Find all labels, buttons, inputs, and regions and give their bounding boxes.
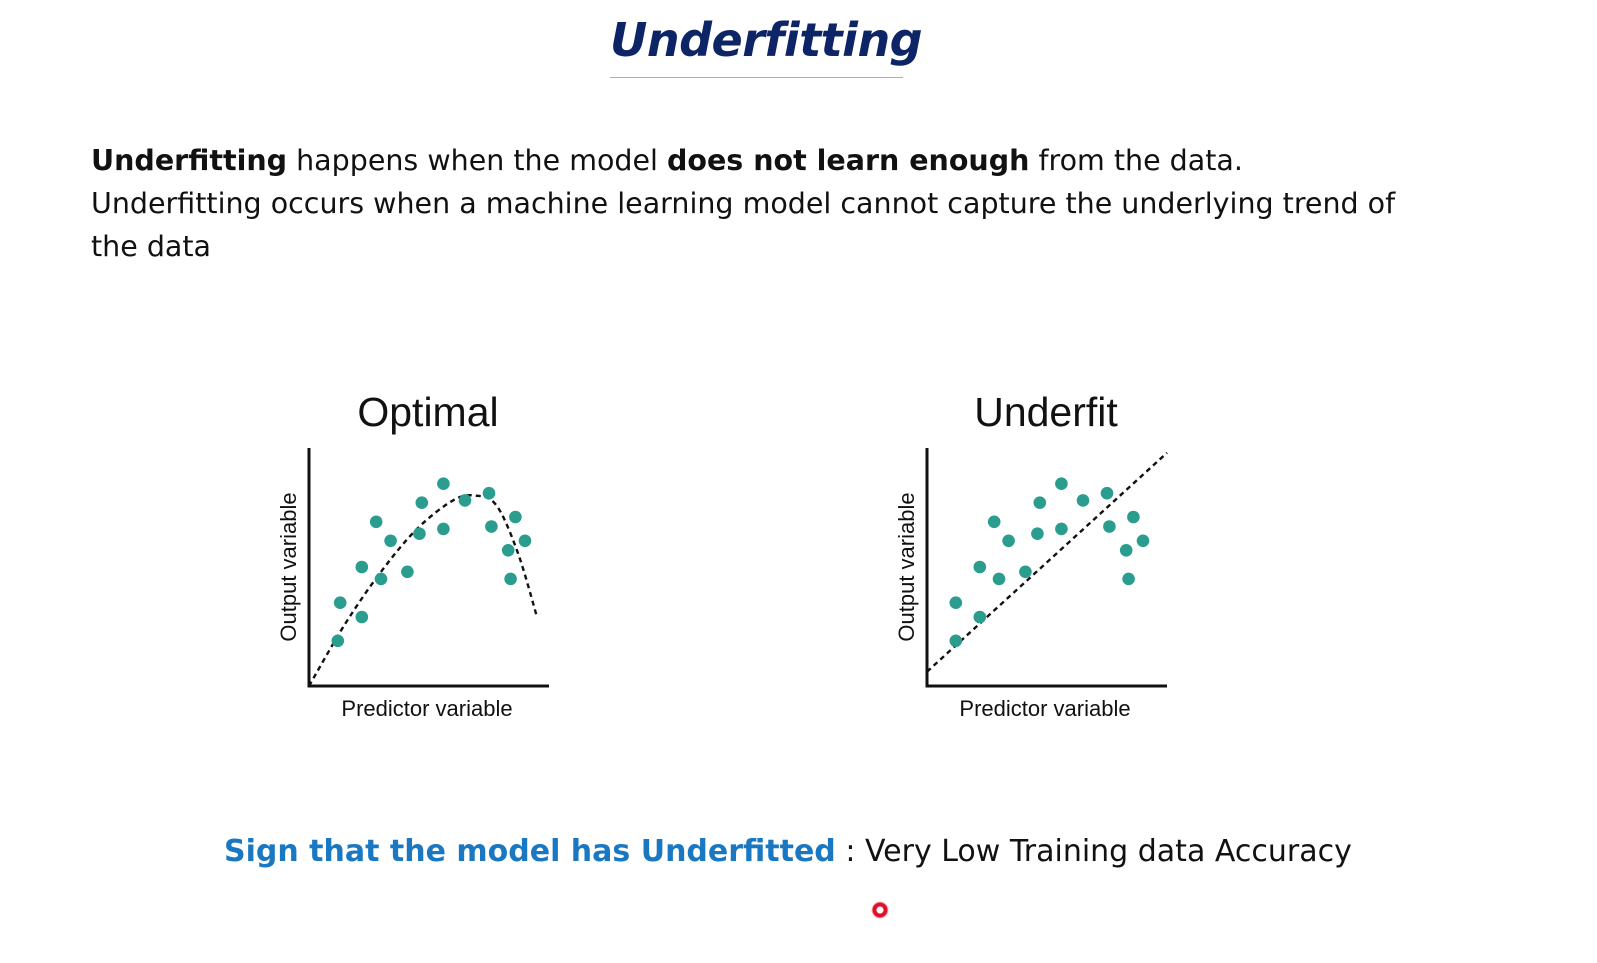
optimal-chart: Optimal Predictor variable Output variab…	[270, 380, 570, 730]
data-point	[987, 515, 1001, 529]
underfit-sign-label: Sign that the model has Underfitted	[224, 834, 836, 869]
data-point	[518, 534, 532, 548]
chart-title: Underfit	[974, 389, 1118, 435]
conclusion-line: Sign that the model has Underfitted : Ve…	[224, 830, 1424, 874]
data-point	[973, 610, 987, 624]
data-point	[1103, 520, 1116, 533]
intro-paragraph: Underfitting happens when the model does…	[91, 139, 1421, 268]
title-underline	[610, 77, 903, 78]
data-point	[1055, 522, 1068, 536]
data-point	[1055, 477, 1068, 490]
data-point	[1031, 527, 1044, 540]
data-point	[485, 520, 498, 533]
data-point	[1076, 494, 1090, 507]
optimal-chart-svg: Optimal Predictor variable Output variab…	[276, 389, 549, 721]
fit-line	[926, 451, 1168, 673]
data-point	[949, 596, 963, 609]
data-point	[1122, 572, 1135, 586]
intro-term: Underfitting	[91, 144, 288, 177]
y-axis-label: Output variable	[276, 492, 301, 641]
data-point	[1033, 496, 1047, 509]
data-point	[331, 634, 345, 648]
data-point	[355, 610, 369, 624]
plot-area	[307, 477, 539, 687]
intro-text-2: from the data. Underfitting occurs when …	[91, 144, 1396, 263]
data-point	[437, 477, 450, 490]
underfit-chart: Underfit Predictor variable Output varia…	[888, 380, 1188, 730]
data-point	[374, 572, 388, 586]
fit-line	[307, 494, 539, 687]
data-point	[355, 560, 369, 574]
data-point	[1119, 544, 1133, 557]
data-point	[482, 486, 496, 500]
chart-title: Optimal	[357, 389, 498, 435]
data-point	[1019, 565, 1032, 579]
data-point	[333, 596, 347, 609]
data-point	[1136, 534, 1150, 548]
intro-text-1: happens when the model	[287, 144, 667, 177]
data-point	[509, 510, 522, 524]
data-point	[1127, 510, 1140, 524]
data-point	[458, 494, 472, 507]
data-point	[369, 515, 383, 529]
data-point	[501, 544, 515, 557]
underfit-sign-text: : Very Low Training data Accuracy	[835, 834, 1352, 869]
data-point	[949, 634, 963, 648]
data-point	[384, 534, 397, 548]
x-axis-label: Predictor variable	[341, 696, 512, 721]
x-axis-label: Predictor variable	[959, 696, 1130, 721]
data-point	[504, 572, 517, 586]
data-point	[401, 565, 414, 579]
intro-emphasis: does not learn enough	[667, 144, 1030, 177]
data-point	[413, 527, 426, 540]
slide-title: Underfitting	[610, 13, 923, 67]
plot-area	[926, 451, 1168, 673]
data-point	[973, 560, 987, 574]
data-point	[992, 572, 1006, 586]
data-point	[415, 496, 429, 509]
underfit-chart-svg: Underfit Predictor variable Output varia…	[894, 389, 1168, 721]
data-point	[1100, 486, 1114, 500]
laser-pointer-icon	[871, 901, 889, 919]
data-point	[1002, 534, 1015, 548]
y-axis-label: Output variable	[894, 492, 919, 641]
data-point	[437, 522, 450, 536]
